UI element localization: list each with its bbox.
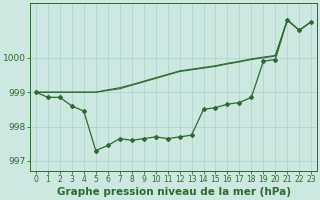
X-axis label: Graphe pression niveau de la mer (hPa): Graphe pression niveau de la mer (hPa) bbox=[57, 187, 291, 197]
